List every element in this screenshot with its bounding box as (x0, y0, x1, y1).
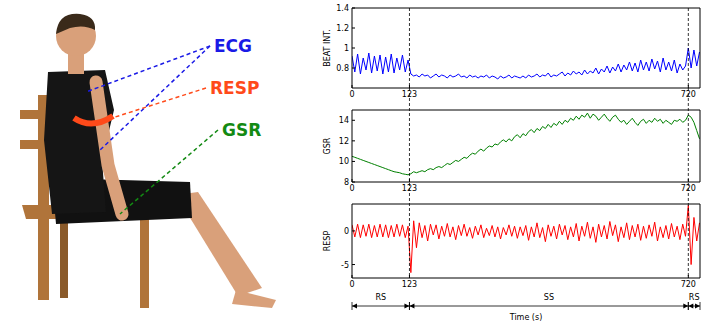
arrow-head (352, 304, 357, 309)
arrow-head (688, 304, 693, 309)
y-tick (352, 48, 355, 49)
sensor-lead (86, 46, 210, 92)
y-tick-label: 0.8 (336, 64, 349, 73)
x-tick (352, 275, 353, 278)
sensor-label: RESP (210, 78, 259, 98)
frame (352, 110, 700, 111)
y-tick-label: -5 (341, 261, 349, 270)
foot (232, 290, 276, 308)
illustration: ECG RESP GSR (20, 14, 276, 308)
arrow-head (404, 304, 409, 309)
arrow-head (683, 304, 688, 309)
y-tick-label: 0 (344, 227, 349, 236)
resp-band (74, 116, 113, 124)
y-tick (352, 230, 355, 231)
arrow-head (695, 304, 700, 309)
hair (56, 14, 95, 34)
y-tick (352, 120, 355, 121)
x-tick-label: 0 (349, 90, 354, 99)
phase-edge (409, 302, 410, 310)
phase-edge (409, 302, 410, 310)
y-tick-label: 1 (344, 44, 349, 53)
x-tick-label: 720 (681, 280, 696, 289)
chair-leg (60, 218, 68, 298)
phase-boundary (688, 8, 689, 278)
frame (700, 110, 701, 182)
series-line (352, 113, 700, 175)
phase-edge (688, 302, 689, 310)
x-axis (352, 278, 700, 279)
x-tick-label: 123 (402, 280, 417, 289)
phase: RS (688, 293, 700, 310)
phase: RS (352, 293, 409, 310)
series-line (352, 48, 700, 79)
y-axis-title: RESP (323, 231, 332, 252)
y-tick (352, 8, 355, 9)
data (352, 205, 700, 272)
phase-edge (700, 302, 701, 310)
y-tick (352, 140, 355, 141)
panel: 81012140123720GSR (323, 110, 700, 193)
arrow-head (409, 304, 414, 309)
sensor-lead (112, 88, 206, 118)
y-tick-label: 12 (339, 137, 349, 146)
y-tick (352, 264, 355, 265)
phase-edge (688, 302, 689, 310)
sensor-lead (100, 46, 210, 150)
chair-leg (140, 218, 149, 308)
y-tick-label: 8 (344, 178, 349, 187)
y-tick (352, 28, 355, 29)
x-tick (352, 85, 353, 88)
series-line (352, 205, 700, 272)
frame (700, 204, 701, 278)
data (352, 113, 700, 175)
panel: 0.811.21.40123720BEAT INT. (323, 4, 700, 99)
frame (352, 8, 700, 9)
phase-label: RS (375, 293, 386, 302)
y-tick-label: 1.4 (336, 4, 349, 13)
y-tick-label: 10 (339, 157, 349, 166)
sensor-label: GSR (222, 120, 261, 140)
y-axis (352, 110, 353, 182)
y-axis-title: BEAT INT. (323, 29, 332, 67)
x-tick-label: 0 (349, 280, 354, 289)
x-axis (352, 182, 700, 183)
panel: -5 0 0 123 720 RESP Time (s) (323, 204, 700, 322)
sensor-label: ECG (214, 36, 252, 56)
phase-span (352, 306, 409, 307)
y-tick-label: 14 (339, 116, 349, 125)
phase-edge (352, 302, 353, 310)
x-tick (352, 179, 353, 182)
y-tick-label: 1.2 (336, 24, 349, 33)
x-tick-label: 0 (349, 184, 354, 193)
x-axis (352, 88, 700, 89)
y-axis-title: GSR (323, 137, 332, 154)
frame (352, 204, 700, 205)
phase-span (409, 306, 688, 307)
data (352, 48, 700, 79)
y-tick (352, 161, 355, 162)
phase-boundary (409, 8, 410, 278)
x-axis-title: Time (s) (509, 313, 543, 322)
sensor-lead (120, 130, 218, 214)
y-axis (352, 204, 353, 278)
figure: ECG RESP GSR 0.8 1 1.2 1.4 0 123 720 BEAT INT. 8 10 1… (0, 0, 710, 328)
frame (700, 8, 701, 88)
y-tick (352, 68, 355, 69)
phase-label: RS (689, 293, 700, 302)
phase-label: SS (544, 293, 554, 302)
phase: SS (409, 293, 688, 310)
arm (96, 82, 122, 214)
